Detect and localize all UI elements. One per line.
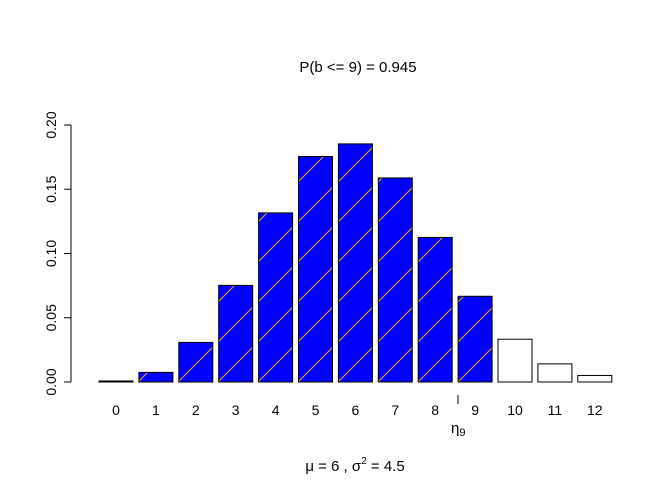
bar-hatch [418,237,453,382]
chart-title: P(b <= 9) = 0.945 [299,59,416,76]
y-tick-label: 0.20 [43,111,59,138]
bar [497,338,533,383]
x-tick-label: 3 [232,402,240,418]
bar-hatch [99,380,133,382]
y-tick-label: 0.15 [43,175,59,202]
marker-label: η9 [451,420,465,439]
bar-hatch [458,296,493,382]
bar-hatch [378,177,413,382]
x-tick-label: 8 [431,402,439,418]
bar-hatch [218,285,253,382]
x-tick-label: 7 [391,402,399,418]
x-tick-label: 5 [312,402,320,418]
bar-hatch [258,212,293,382]
x-tick-label: 10 [507,402,523,418]
x-tick-label: 6 [352,402,360,418]
bar-hatch [338,143,373,382]
bar [377,177,413,383]
bar [537,363,573,383]
bar [577,374,613,383]
chart-subtitle: μ = 6 , σ2 = 4.5 [305,456,404,475]
bar [138,371,174,383]
bar [178,341,214,383]
bar-hatch [138,372,173,382]
bar-hatch [298,156,333,382]
bar-hatch [178,342,213,382]
y-tick-label: 0.00 [43,368,59,395]
bar [218,284,254,383]
y-tick-label: 0.10 [43,240,59,267]
x-tick-label: 1 [152,402,160,418]
x-tick-label: 4 [272,402,280,418]
x-tick-label: 12 [587,402,603,418]
bar [337,143,373,383]
x-tick-label: 11 [548,402,563,418]
bars [98,143,613,383]
x-tick-label: 9 [471,402,479,418]
bar [457,295,493,383]
bar [258,212,294,383]
bar [298,155,333,383]
bar [98,380,134,383]
y-tick-label: 0.05 [43,304,59,331]
x-tick-label: 2 [192,402,200,418]
y-axis: 0.00 0.05 0.10 0.15 0.20 [43,111,72,396]
x-tick-labels: 0 1 2 3 4 5 6 7 8 9 10 11 12 [112,402,603,418]
bar [417,236,453,383]
x-tick-label: 0 [112,402,120,418]
